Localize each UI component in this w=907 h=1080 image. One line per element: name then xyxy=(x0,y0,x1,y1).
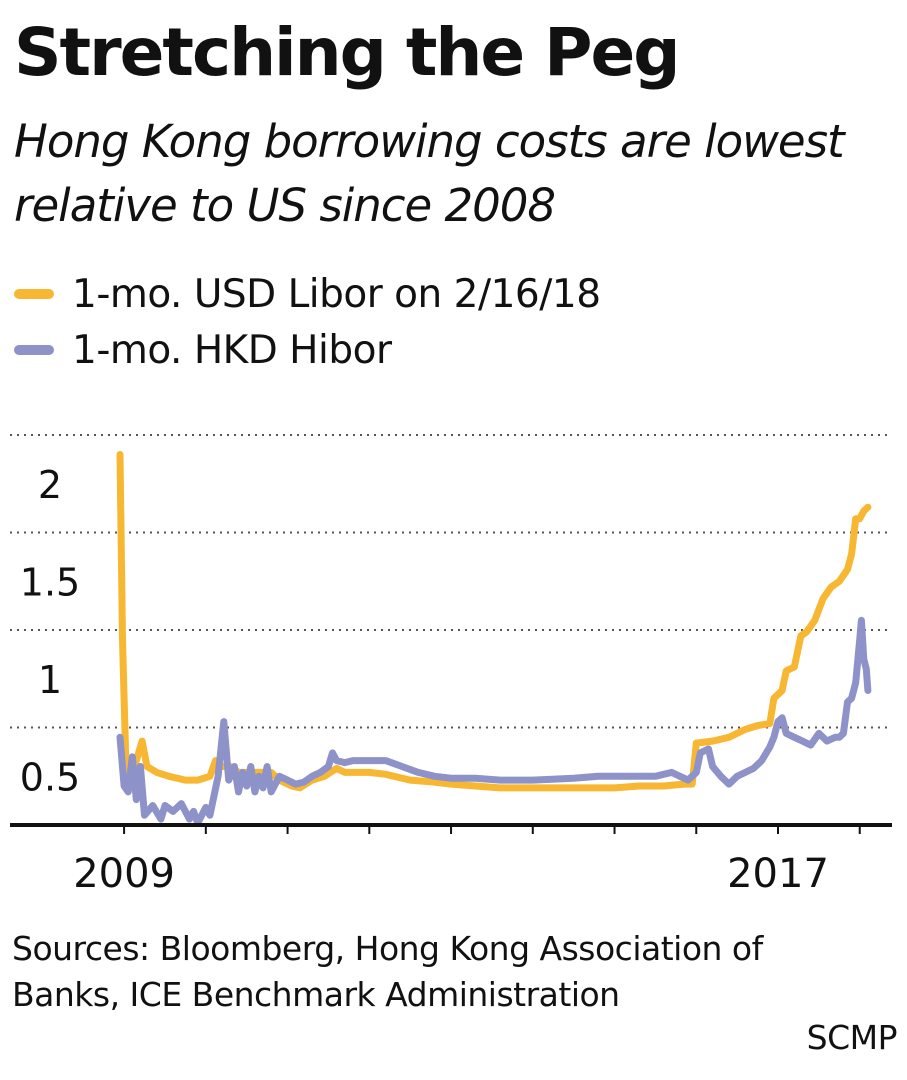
chart-subtitle: Hong Kong borrowing costs are lowest rel… xyxy=(14,115,845,232)
y-tick-label: 0.5 xyxy=(20,755,80,799)
y-tick-label: 1 xyxy=(38,658,62,702)
x-tick-label: 2017 xyxy=(727,851,829,890)
legend-item-libor: 1-mo. USD Libor on 2/16/18 xyxy=(14,266,601,322)
y-tick-label: 2 xyxy=(38,463,62,507)
legend-label-hibor: 1-mo. HKD Hibor xyxy=(72,327,392,373)
legend-swatch-hibor xyxy=(14,345,54,355)
publisher-credit: SCMP xyxy=(806,1018,898,1057)
series-line-hkd-hibor xyxy=(116,616,872,827)
legend-item-hibor: 1-mo. HKD Hibor xyxy=(14,322,601,378)
y-tick-label: 1.5 xyxy=(20,560,80,604)
line-chart: 2 1.5 1 0.5 2009 2017 xyxy=(10,434,892,890)
chart-title: Stretching the Peg xyxy=(14,14,681,91)
legend-swatch-libor xyxy=(14,289,54,299)
legend-label-libor: 1-mo. USD Libor on 2/16/18 xyxy=(72,271,601,317)
series-line-usd-libor xyxy=(116,451,872,792)
sources-note: Sources: Bloomberg, Hong Kong Associatio… xyxy=(12,929,763,1014)
chart-legend: 1-mo. USD Libor on 2/16/18 1-mo. HKD Hib… xyxy=(14,266,601,378)
x-tick-label: 2009 xyxy=(73,851,175,890)
